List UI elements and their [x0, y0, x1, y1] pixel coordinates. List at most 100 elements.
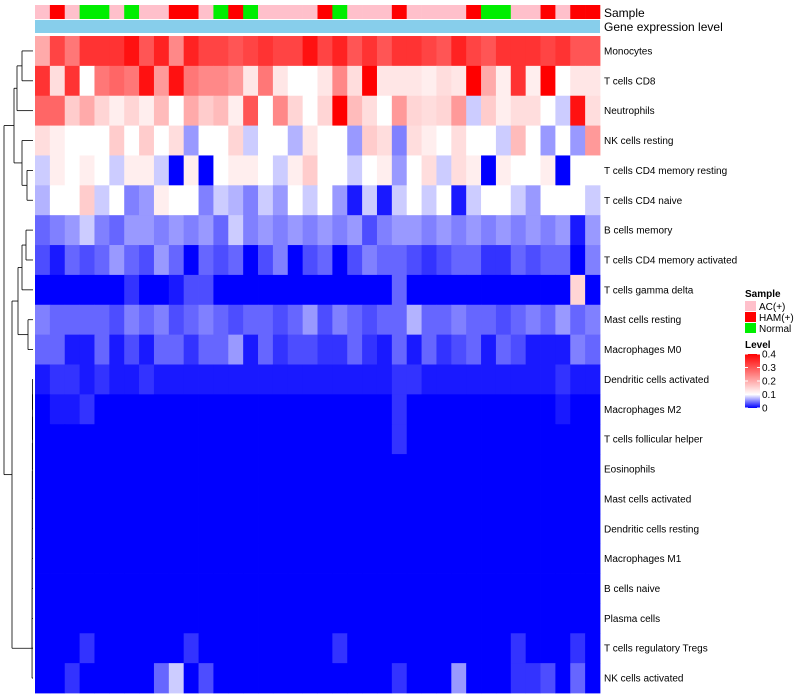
heatmap-cell	[466, 36, 482, 67]
heatmap-cell	[49, 573, 66, 604]
heatmap-cell	[436, 394, 452, 425]
heatmap-cell	[124, 394, 140, 425]
heatmap-cell	[168, 65, 185, 97]
heatmap-cell	[213, 424, 229, 455]
heatmap-cell	[109, 155, 125, 186]
sample-annotation-cell	[35, 5, 51, 19]
heatmap-cell	[302, 424, 318, 455]
heatmap-cell	[258, 334, 274, 365]
heatmap-cell	[347, 95, 363, 126]
heatmap-cell	[332, 215, 348, 246]
heatmap-cell	[391, 394, 408, 425]
row-label: B cells memory	[604, 226, 672, 237]
sample-annotation-cell	[466, 5, 482, 19]
heatmap-cell	[243, 394, 259, 425]
heatmap-cell	[495, 215, 512, 246]
heatmap-cell	[213, 633, 229, 664]
heatmap-cell	[332, 274, 348, 306]
heatmap-cell	[466, 603, 482, 634]
heatmap-cell	[168, 394, 185, 425]
heatmap-cell	[302, 543, 318, 574]
heatmap-cell	[49, 663, 66, 694]
heatmap-cell	[406, 543, 422, 574]
sample-annotation-cell	[510, 5, 526, 19]
heatmap-cell	[510, 454, 527, 485]
row-label: Macrophages M0	[604, 345, 682, 356]
heatmap-cell	[466, 334, 482, 365]
heatmap-cell	[481, 334, 497, 365]
heatmap-cell	[168, 364, 185, 395]
heatmap-cell	[436, 543, 452, 574]
heatmap-cell	[64, 185, 81, 216]
heatmap-cell	[287, 334, 304, 365]
heatmap-cell	[243, 663, 259, 694]
heatmap-cell	[421, 424, 437, 455]
heatmap-cell	[466, 543, 482, 574]
heatmap-cell	[79, 215, 95, 246]
heatmap-cell	[540, 245, 556, 276]
heatmap-cell	[421, 543, 437, 574]
heatmap-cell	[436, 65, 452, 97]
heatmap-cell	[287, 454, 304, 485]
heatmap-cell	[362, 334, 378, 365]
heatmap-cell	[302, 513, 318, 545]
heatmap-cell	[451, 603, 467, 634]
heatmap-cell	[228, 633, 244, 664]
heatmap-cell	[362, 304, 378, 336]
heatmap-cell	[94, 513, 110, 545]
heatmap-cell	[570, 334, 586, 365]
heatmap-cell	[302, 125, 318, 156]
heatmap-cell	[495, 274, 512, 306]
heatmap-cell	[481, 483, 497, 515]
heatmap-cell	[198, 364, 214, 395]
heatmap-cell	[243, 633, 259, 664]
heatmap-cell	[317, 304, 333, 336]
heatmap-cell	[347, 573, 363, 604]
heatmap-cell	[228, 304, 244, 336]
row-label: Monocytes	[604, 46, 652, 57]
legend-level-title: Level	[745, 340, 771, 351]
heatmap-cell	[495, 603, 512, 634]
heatmap-cell	[35, 483, 51, 515]
heatmap-cell	[495, 663, 512, 694]
heatmap-cell	[168, 424, 185, 455]
heatmap-cell	[570, 304, 586, 336]
heatmap-cell	[347, 155, 363, 186]
heatmap-cell	[153, 633, 170, 664]
heatmap-cell	[153, 603, 170, 634]
heatmap-cell	[153, 245, 170, 276]
heatmap-cell	[376, 424, 393, 455]
heatmap-cell	[168, 274, 185, 306]
row-label: Plasma cells	[604, 614, 660, 625]
heatmap-cell	[391, 65, 408, 97]
heatmap-cell	[421, 454, 437, 485]
heatmap-cell	[570, 483, 586, 515]
heatmap-cell	[228, 36, 244, 67]
heatmap-cell	[406, 424, 422, 455]
heatmap-cell	[332, 424, 348, 455]
heatmap-cell	[287, 513, 304, 545]
heatmap-cell	[376, 155, 393, 186]
heatmap-cell	[481, 663, 497, 694]
heatmap-cell	[406, 155, 422, 186]
heatmap-cell	[436, 304, 452, 336]
heatmap-cell	[198, 215, 214, 246]
heatmap-cell	[466, 573, 482, 604]
heatmap-cell	[109, 364, 125, 395]
heatmap-cell	[585, 185, 601, 216]
heatmap-cell	[540, 155, 556, 186]
heatmap-cell	[258, 245, 274, 276]
heatmap-cell	[570, 633, 586, 664]
heatmap-cell	[272, 424, 289, 455]
heatmap-cell	[198, 334, 214, 365]
heatmap-cell	[64, 334, 81, 365]
heatmap-cell	[317, 36, 333, 67]
heatmap-cell	[510, 513, 527, 545]
heatmap-cell	[168, 334, 185, 365]
heatmap-cell	[64, 304, 81, 336]
heatmap-cell	[213, 95, 229, 126]
heatmap-cell	[258, 65, 274, 97]
row-labels: Monocytes T cells CD8 Neutrophils NK cells …	[604, 46, 737, 684]
heatmap-cell	[272, 364, 289, 395]
heatmap-cell	[540, 36, 556, 67]
